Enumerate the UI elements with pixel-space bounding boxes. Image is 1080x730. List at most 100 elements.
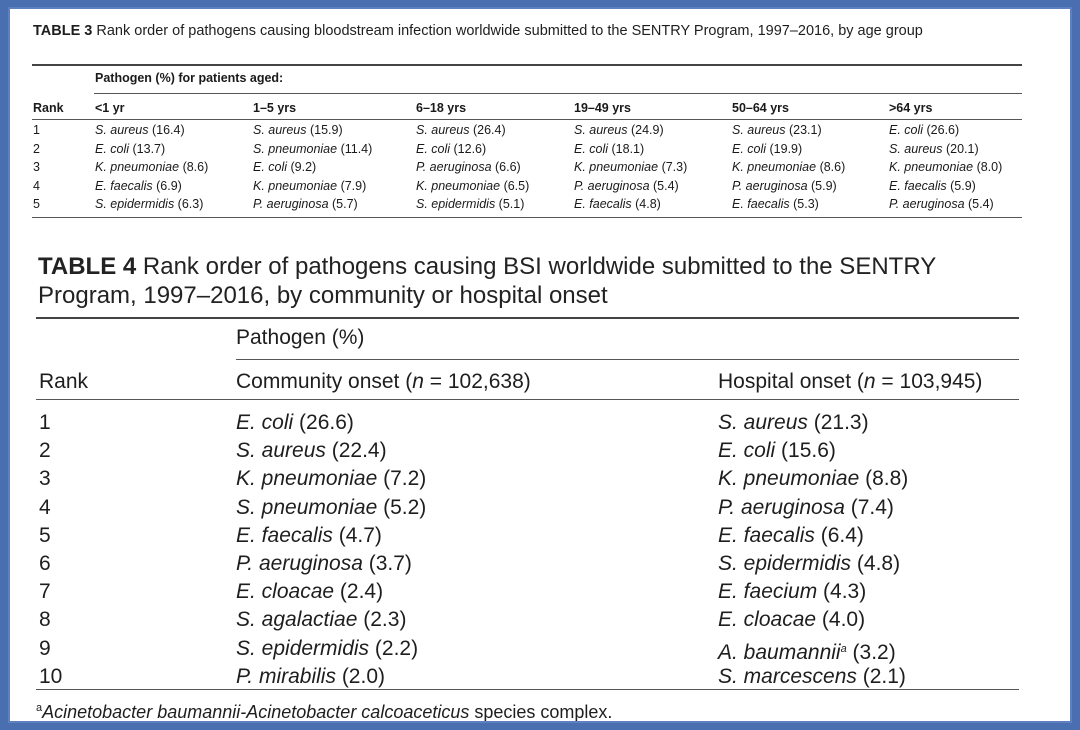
table3-cell: S. aureus (20.1)	[889, 141, 979, 157]
pathogen-percent: (6.3)	[174, 197, 204, 211]
table3-rank-cell: 5	[33, 197, 40, 211]
community-header-post: = 102,638)	[423, 370, 531, 393]
table4-community-cell: E. faecalis (4.7)	[236, 523, 382, 549]
table4-spanner-rule	[236, 359, 1019, 360]
table4-rank-header: Rank	[39, 370, 89, 393]
pathogen-percent: (5.4)	[649, 178, 679, 193]
table3-cell: S. aureus (15.9)	[253, 122, 343, 138]
pathogen-name: E. coli	[574, 141, 609, 156]
table4-hospital-cell: K. pneumoniae (8.8)	[718, 466, 908, 492]
table3-cell: P. aeruginosa (6.6)	[416, 159, 521, 175]
table3-label: TABLE 3	[33, 23, 93, 39]
table4-rank-cell: 10	[39, 664, 63, 688]
pathogen-percent: (4.7)	[332, 523, 382, 547]
pathogen-percent: (2.0)	[335, 664, 385, 688]
table4-hospital-cell: A. baumanniia (3.2)	[718, 636, 896, 666]
footnote-mark: a	[36, 702, 43, 714]
pathogen-percent: (8.6)	[816, 160, 846, 174]
table4-community-cell: P. aeruginosa (3.7)	[236, 551, 412, 577]
table4-spanner: Pathogen (%)	[236, 326, 365, 349]
table3-cell: E. faecalis (5.3)	[732, 196, 819, 212]
table4-label: TABLE 4	[38, 253, 137, 280]
footnote-rest: species complex.	[469, 702, 613, 722]
pathogen-name: K. pneumoniae	[95, 160, 180, 174]
pathogen-name: S. agalactiae	[236, 608, 358, 632]
table3-cell: K. pneumoniae (8.6)	[732, 159, 845, 175]
pathogen-name: S. epidermidis	[416, 197, 496, 211]
table4-hospital-cell: E. faecium (4.3)	[718, 579, 866, 605]
table4-caption: TABLE 4 Rank order of pathogens causing …	[38, 252, 978, 310]
pathogen-percent: (7.4)	[844, 495, 894, 519]
table3-cell: P. aeruginosa (5.7)	[253, 196, 358, 212]
table3-top-rule	[32, 64, 1022, 66]
table4-community-cell: S. agalactiae (2.3)	[236, 607, 406, 633]
pathogen-name: E. faecalis	[718, 523, 815, 547]
table4-community-cell: S. aureus (22.4)	[236, 438, 387, 464]
pathogen-name: S. aureus	[253, 123, 307, 137]
pathogen-name: S. aureus	[889, 141, 943, 156]
pathogen-name: E. faecalis	[732, 197, 790, 211]
table4-rank-cell: 1	[39, 411, 51, 434]
table4-hospital-cell: E. cloacae (4.0)	[718, 607, 865, 633]
pathogen-name: P. aeruginosa	[236, 552, 363, 575]
pathogen-percent: (15.6)	[775, 439, 836, 463]
table3-caption-text: Rank order of pathogens causing bloodstr…	[96, 23, 923, 39]
pathogen-percent: (18.1)	[608, 141, 645, 156]
table4-rank-cell: 9	[39, 636, 51, 660]
pathogen-name: P. aeruginosa	[718, 495, 845, 519]
pathogen-percent: (2.2)	[369, 636, 419, 660]
pathogen-name: E. coli	[95, 141, 130, 156]
table3-cell: K. pneumoniae (8.0)	[889, 159, 1002, 175]
table4-bottom-rule	[36, 689, 1019, 690]
table3-cell: K. pneumoniae (7.3)	[574, 159, 687, 175]
pathogen-percent: (4.8)	[631, 197, 661, 211]
pathogen-name: E. cloacae	[236, 580, 335, 604]
table4-community-cell: S. pneumoniae (5.2)	[236, 495, 426, 521]
community-header-n: n	[412, 370, 424, 393]
pathogen-percent: (3.7)	[362, 552, 412, 575]
table3-cell: E. faecalis (4.8)	[574, 196, 661, 212]
table4-hospital-cell: S. aureus (21.3)	[718, 410, 869, 436]
pathogen-name: S. pneumoniae	[253, 141, 338, 156]
pathogen-name: S. epidermidis	[95, 197, 175, 211]
pathogen-percent: (7.2)	[377, 467, 427, 491]
table3-cell: S. aureus (26.4)	[416, 122, 506, 138]
pathogen-percent: (20.1)	[942, 141, 979, 156]
pathogen-percent: (4.3)	[817, 580, 867, 604]
pathogen-name: S. aureus	[718, 411, 808, 434]
table3-cell: E. coli (26.6)	[889, 122, 959, 138]
table3-cell: S. pneumoniae (11.4)	[253, 141, 372, 157]
hospital-header-post: = 103,945)	[875, 370, 983, 393]
table4-community-cell: E. coli (26.6)	[236, 410, 354, 436]
pathogen-name: S. aureus	[95, 123, 149, 137]
table3-cell: S. aureus (24.9)	[574, 122, 664, 138]
pathogen-name: E. faecalis	[574, 197, 632, 211]
table3-cell: S. epidermidis (5.1)	[416, 196, 524, 212]
table3-cell: K. pneumoniae (6.5)	[416, 178, 529, 194]
pathogen-percent: (12.6)	[450, 141, 487, 156]
table3-cell: E. coli (9.2)	[253, 159, 316, 175]
pathogen-percent: (5.3)	[789, 197, 819, 211]
pathogen-name: S. epidermidis	[718, 552, 852, 575]
table3-col-header: 6–18 yrs	[416, 101, 467, 115]
table4-footnote: aAcinetobacter baumannii-Acinetobacter c…	[36, 697, 613, 722]
pathogen-percent: (2.1)	[856, 664, 906, 688]
table3-col-header: <1 yr	[95, 101, 125, 115]
pathogen-percent: (4.0)	[816, 608, 866, 632]
table3-rank-header: Rank	[33, 101, 64, 115]
table4-community-cell: K. pneumoniae (7.2)	[236, 466, 426, 492]
pathogen-percent: (6.5)	[500, 178, 530, 193]
pathogen-percent: (3.2)	[846, 640, 896, 664]
pathogen-percent: (4.8)	[851, 552, 901, 575]
pathogen-percent: (8.6)	[179, 160, 209, 174]
table4-hospital-cell: S. epidermidis (4.8)	[718, 551, 900, 577]
pathogen-percent: (6.9)	[152, 178, 182, 193]
table4-header-rule	[36, 399, 1019, 400]
pathogen-name: S. marcescens	[718, 664, 857, 688]
pathogen-name: E. faecalis	[95, 178, 153, 193]
pathogen-name: P. aeruginosa	[574, 178, 650, 193]
table4-caption-text: Rank order of pathogens causing BSI worl…	[38, 253, 936, 309]
pathogen-name: P. aeruginosa	[732, 178, 808, 193]
table3-cell: E. faecalis (5.9)	[889, 178, 976, 194]
table3-col-header: 1–5 yrs	[253, 101, 297, 115]
